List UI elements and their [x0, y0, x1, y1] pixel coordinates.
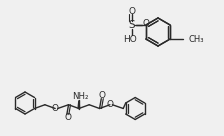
Text: O: O	[128, 7, 135, 16]
Text: NH₂: NH₂	[73, 92, 89, 101]
Text: O: O	[64, 113, 71, 122]
Text: CH₃: CH₃	[188, 35, 204, 44]
Polygon shape	[78, 101, 80, 109]
Text: O: O	[142, 19, 149, 29]
Text: O: O	[106, 100, 113, 109]
Text: O: O	[52, 104, 59, 113]
Text: S: S	[129, 20, 135, 30]
Text: O: O	[99, 91, 106, 100]
Text: HO: HO	[123, 35, 137, 44]
